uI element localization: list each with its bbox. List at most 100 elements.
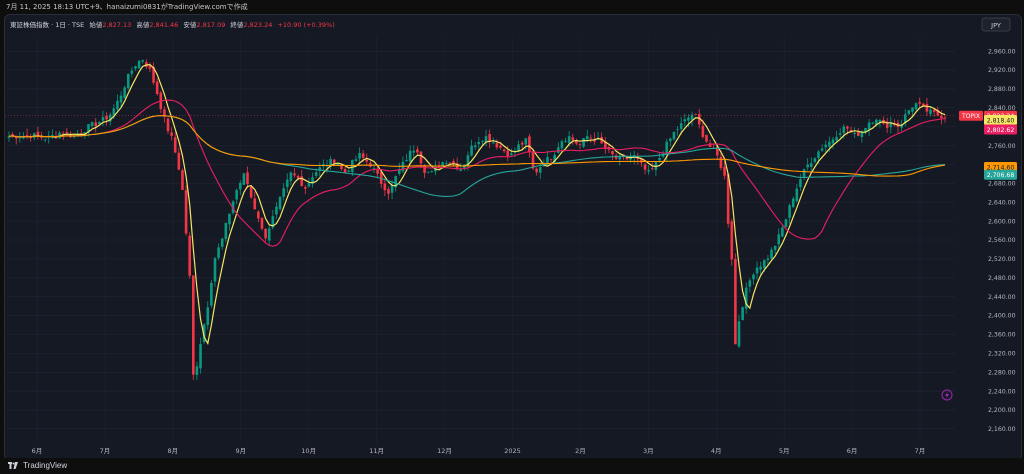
symbol-tag-label: TOPIX — [961, 113, 980, 120]
x-tick-label: 6月 — [32, 447, 43, 455]
candle-body — [94, 122, 98, 127]
candle-body — [564, 140, 567, 142]
candle-body — [495, 143, 499, 148]
candle-body — [351, 160, 354, 173]
candle-body — [358, 152, 361, 159]
candle-body — [546, 157, 549, 164]
candle-body — [813, 158, 817, 162]
price-tag: 2,706.68 — [984, 169, 1017, 180]
candle-body — [98, 122, 101, 125]
candle-body — [213, 258, 217, 282]
footer-bar: TradingView — [0, 458, 1024, 474]
tradingview-logo[interactable]: TradingView — [8, 461, 67, 470]
candle-body — [390, 185, 394, 193]
candle-body — [408, 150, 412, 162]
ma-mid-line — [8, 99, 946, 247]
candle-body — [936, 109, 940, 116]
price-tag-value: 2,714.60 — [987, 164, 1015, 171]
candle-body — [535, 168, 538, 173]
candle-body — [206, 307, 210, 326]
candle-body — [444, 162, 448, 164]
y-tick-label: 2,480.00 — [988, 275, 1016, 282]
candle-body — [838, 133, 842, 135]
candle-body — [679, 123, 683, 129]
candle-body — [112, 108, 116, 117]
candle-body — [242, 173, 246, 185]
candle-body — [481, 140, 484, 142]
y-tick-label: 2,640.00 — [988, 199, 1016, 206]
candle-body — [766, 258, 770, 260]
candle-body — [264, 228, 267, 239]
candle-body — [705, 135, 708, 142]
price-tag-bg — [984, 169, 1017, 180]
candle-body — [914, 103, 918, 110]
candle-body — [376, 169, 379, 174]
candle-body — [307, 183, 311, 187]
candle-body — [148, 65, 152, 69]
candle-body — [932, 109, 936, 112]
price-tag: 2,714.60 — [984, 162, 1017, 173]
candle-body — [293, 173, 296, 176]
candle-body — [860, 131, 864, 137]
candle-body — [600, 136, 603, 144]
candle-body — [202, 324, 206, 342]
candle-body — [199, 343, 202, 369]
candle-body — [763, 260, 766, 269]
candle-body — [372, 168, 376, 170]
candle-body — [423, 165, 426, 173]
x-tick-label: 11月 — [369, 447, 384, 455]
candle-body — [871, 122, 875, 124]
candle-body — [246, 172, 249, 184]
candle-body — [448, 162, 452, 164]
candle-body — [314, 172, 318, 176]
y-tick-label: 2,320.00 — [988, 351, 1016, 358]
candle-body — [473, 145, 477, 148]
candle-body — [744, 287, 748, 309]
candle-body — [278, 196, 282, 209]
candle-body — [343, 169, 347, 173]
candle-body — [817, 151, 820, 159]
candle-body — [491, 142, 495, 144]
candle-body — [542, 165, 546, 167]
candle-body — [195, 366, 199, 375]
candle-body — [354, 159, 358, 161]
snapshot-caption: 7月 11, 2025 18:13 UTC+9、hanaizumi0831がTr… — [6, 3, 248, 11]
candle-body — [416, 149, 419, 153]
candle-body — [502, 149, 506, 152]
candle-body — [647, 170, 650, 172]
candle-body — [18, 137, 22, 139]
candle-body — [184, 190, 188, 234]
y-tick-label: 2,200.00 — [988, 407, 1016, 414]
candle-body — [734, 259, 737, 345]
chart-panel[interactable]: 2,960.002,920.002,880.002,840.002,800.00… — [4, 14, 1022, 461]
candle-body — [824, 144, 828, 148]
x-tick-label: 3月 — [643, 447, 654, 455]
candle-body — [217, 247, 220, 258]
price-tag-value: 2,802.62 — [987, 127, 1015, 134]
candle-body — [658, 158, 661, 161]
candle-body — [65, 132, 69, 133]
candle-body — [538, 167, 542, 173]
candle-body — [119, 95, 123, 103]
candle-body — [347, 170, 351, 172]
candle-body — [383, 183, 387, 191]
lightning-icon[interactable] — [941, 389, 953, 401]
currency-button[interactable]: JPY — [981, 17, 1011, 32]
candle-body — [528, 136, 531, 153]
candle-body — [11, 134, 14, 136]
price-tag-value: 2,818.40 — [987, 117, 1015, 124]
candle-body — [188, 235, 191, 276]
currency-label: JPY — [990, 22, 1001, 30]
y-tick-label: 2,680.00 — [988, 181, 1016, 188]
candle-body — [701, 125, 705, 137]
candle-body — [524, 138, 528, 145]
candlestick-chart[interactable]: 2,960.002,920.002,880.002,840.002,800.00… — [5, 15, 1021, 460]
candle-body — [603, 141, 607, 149]
candle-body — [885, 121, 889, 128]
candle-body — [365, 159, 369, 162]
candle-body — [513, 150, 517, 152]
candle-body — [192, 275, 195, 375]
candle-body — [614, 155, 618, 159]
candle-body — [907, 110, 911, 115]
candle-body — [126, 73, 130, 89]
